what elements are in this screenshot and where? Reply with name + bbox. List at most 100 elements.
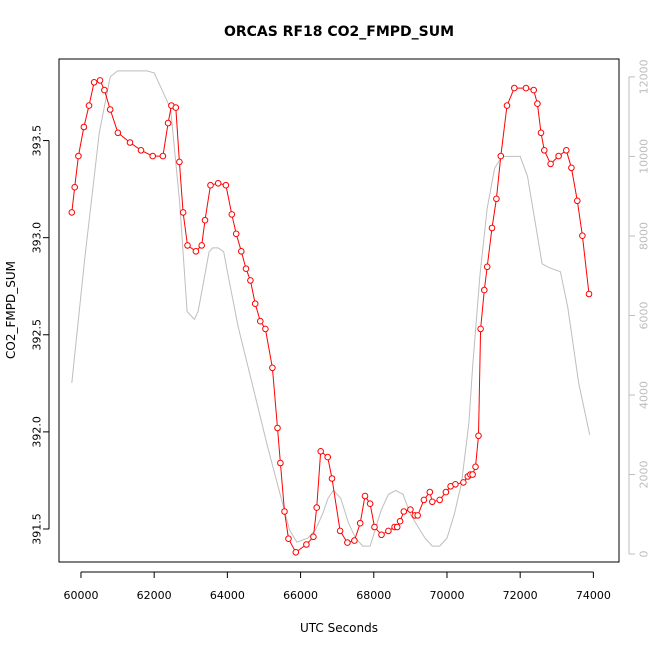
co2-point (477, 325, 484, 333)
co2-point (420, 496, 428, 504)
co2-point (497, 152, 505, 160)
co2-point (396, 517, 404, 525)
co2-point (324, 453, 332, 461)
co2-point (537, 129, 545, 137)
co2-point (503, 102, 511, 109)
co2-point (511, 84, 518, 92)
y-tick-label: 392.5 (31, 319, 44, 351)
co2-point (563, 147, 570, 154)
co2-point (201, 216, 209, 224)
co2-point (310, 533, 317, 541)
co2-point (269, 364, 276, 372)
co2-point (214, 180, 222, 187)
co2-point (164, 119, 172, 127)
co2-point (75, 152, 82, 160)
co2-point (328, 475, 336, 482)
co2-point (303, 541, 310, 548)
co2-point (179, 209, 187, 216)
y-tick-label: 392.0 (31, 416, 44, 448)
co2-point (361, 492, 369, 500)
y2-tick-label: 8000 (638, 222, 650, 250)
co2-point (547, 160, 554, 168)
co2-point (257, 317, 264, 325)
co2-point (393, 523, 401, 531)
co2-point (366, 500, 374, 508)
y-tick-label: 391.5 (31, 513, 44, 545)
y-tick-label: 393.5 (31, 125, 44, 157)
co2-point (460, 479, 467, 486)
co2-point (429, 498, 436, 506)
chart-title: ORCAS RF18 CO2_FMPD_SUM (224, 24, 454, 40)
co2-point (522, 84, 530, 92)
co2-point (232, 230, 240, 238)
y2-tick-label: 0 (638, 551, 650, 558)
co2-point (172, 104, 180, 111)
co2-point (472, 463, 479, 471)
co2-point (80, 123, 88, 131)
co2-point (106, 106, 114, 113)
plot-frame (58, 58, 620, 563)
co2-point (149, 152, 156, 160)
co2-point (483, 263, 491, 271)
co2-point (555, 152, 562, 160)
co2-point (90, 79, 98, 86)
co2-point (85, 102, 93, 109)
co2-point (344, 539, 351, 546)
co2-point (469, 471, 476, 478)
co2-point (222, 181, 230, 189)
x-tick-label: 70000 (429, 589, 464, 602)
co2-point (378, 531, 385, 539)
co2-point (585, 290, 593, 298)
x-tick-label: 64000 (210, 589, 245, 602)
x-tick-label: 62000 (137, 589, 172, 602)
co2-point (137, 147, 145, 154)
co2-point (414, 512, 422, 519)
co2-point (493, 195, 500, 203)
co2-point (313, 504, 321, 511)
co2-point (475, 432, 482, 440)
x-tick-label: 72000 (503, 589, 538, 602)
x-axis-title: UTC Seconds (300, 621, 378, 635)
co2-point (114, 129, 122, 137)
y-tick-label: 393.0 (31, 222, 44, 254)
y2-tick-label: 12000 (638, 59, 650, 94)
co2-point (184, 242, 191, 249)
co2-line (71, 79, 590, 554)
co2-point (407, 506, 414, 513)
x-tick-label: 68000 (356, 589, 391, 602)
co2-point (481, 286, 488, 294)
co2-point (262, 325, 269, 333)
co2-point (251, 300, 259, 308)
co2-point (356, 519, 364, 527)
x-tick-label: 74000 (576, 589, 611, 602)
co2-point (274, 424, 281, 432)
co2-point (242, 265, 250, 273)
x-tick-label: 60000 (63, 589, 98, 602)
co2-point (192, 248, 200, 255)
plot-area (68, 70, 593, 556)
co2-point (541, 147, 548, 154)
co2-point (436, 496, 444, 504)
y2-tick-label: 10000 (638, 139, 650, 174)
y2-tick-label: 6000 (638, 301, 650, 329)
co2-point (101, 86, 108, 94)
co2-point (317, 448, 325, 455)
co2-point (96, 77, 104, 84)
co2-point (247, 277, 254, 284)
co2-point (159, 152, 167, 160)
co2-point (285, 535, 292, 543)
co2-point (292, 549, 300, 556)
co2-point (336, 527, 344, 535)
y2-tick-label: 4000 (638, 381, 650, 409)
co2-point (281, 508, 288, 515)
co2-point (385, 527, 392, 535)
co2-point (176, 158, 183, 166)
co2-point (71, 183, 78, 191)
co2-point (426, 488, 434, 496)
co2-point (534, 100, 541, 107)
altitude-line (71, 70, 591, 547)
co2-point (488, 224, 496, 232)
y-axis-title: CO2_FMPD_SUM (4, 261, 18, 359)
x-tick-label: 66000 (283, 589, 318, 602)
